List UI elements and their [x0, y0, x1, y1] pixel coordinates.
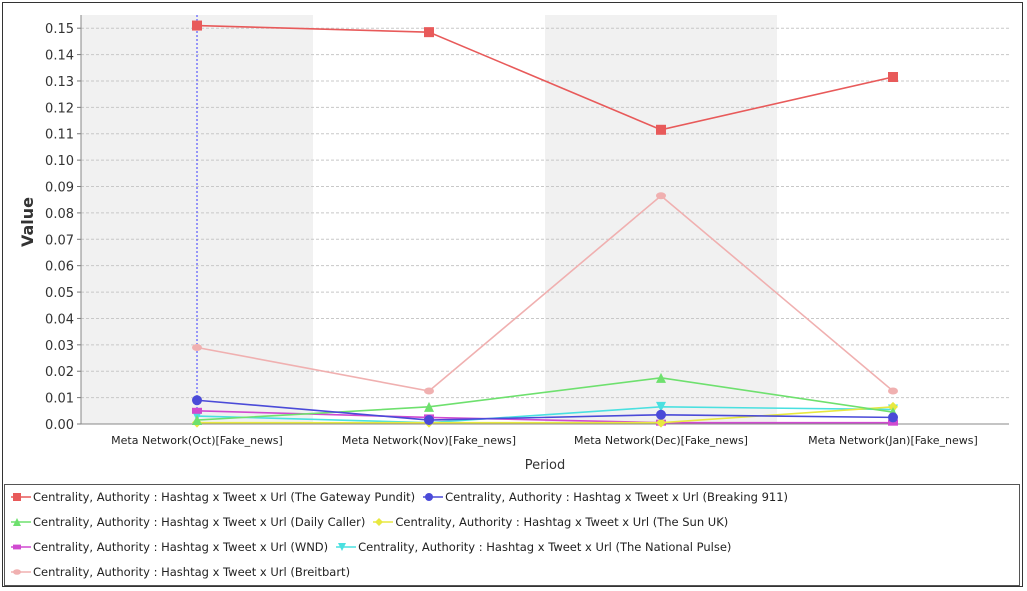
legend-marker-icon [373, 515, 394, 529]
series-line [196, 194, 894, 392]
series [192, 192, 898, 395]
data-point[interactable] [656, 409, 666, 420]
legend-item[interactable]: Centrality, Authority : Hashtag x Tweet … [336, 540, 731, 554]
y-tick-label: 0.13 [45, 75, 74, 90]
data-point[interactable] [192, 407, 202, 414]
data-point[interactable] [192, 395, 202, 406]
y-axis-label: Value [18, 197, 37, 247]
data-point[interactable] [424, 415, 434, 426]
data-point[interactable] [192, 415, 202, 426]
data-point[interactable] [888, 72, 898, 83]
legend-item[interactable]: Centrality, Authority : Hashtag x Tweet … [11, 515, 365, 529]
legend-marker-icon [11, 515, 31, 529]
data-point[interactable] [888, 412, 898, 423]
data-point[interactable] [424, 27, 434, 38]
x-tick-label: Meta Network(Jan)[Fake_news] [808, 434, 978, 447]
data-point[interactable] [424, 401, 434, 412]
y-tick-label: 0.10 [45, 154, 74, 169]
y-tick-label: 0.03 [45, 339, 74, 354]
data-point[interactable] [888, 387, 898, 395]
legend-row: Centrality, Authority : Hashtag x Tweet … [11, 490, 796, 510]
legend-label: Centrality, Authority : Hashtag x Tweet … [445, 490, 789, 504]
y-tick-label: 0.12 [45, 101, 74, 116]
legend-label: Centrality, Authority : Hashtag x Tweet … [33, 490, 416, 504]
y-tick-label: 0.14 [45, 49, 74, 64]
series [192, 20, 898, 135]
data-point[interactable] [424, 387, 434, 395]
data-point[interactable] [656, 417, 666, 428]
legend-item[interactable]: Centrality, Authority : Hashtag x Tweet … [373, 515, 728, 529]
x-axis-label: Period [525, 458, 566, 473]
data-point[interactable] [656, 372, 666, 383]
legend-label: Centrality, Authority : Hashtag x Tweet … [395, 515, 729, 529]
y-tick-label: 0.07 [45, 233, 74, 248]
y-tick-label: 0.15 [45, 22, 74, 37]
legend: Centrality, Authority : Hashtag x Tweet … [4, 484, 1020, 586]
legend-item[interactable]: Centrality, Authority : Hashtag x Tweet … [11, 540, 328, 554]
series-layer [192, 20, 898, 428]
y-tick-label: 0.00 [45, 418, 74, 433]
y-axis-ticks: 0.00 0.01 0.02 0.03 0.04 0.05 0.06 0.07 0.08 0.09… [45, 15, 1009, 433]
data-point[interactable] [656, 401, 666, 412]
series-line [196, 399, 894, 421]
series-line [196, 24, 894, 131]
category-band [545, 15, 777, 424]
legend-label: Centrality, Authority : Hashtag x Tweet … [33, 515, 366, 529]
legend-marker-icon [11, 565, 31, 579]
legend-marker-icon [423, 490, 444, 504]
y-tick-label: 0.01 [45, 392, 74, 407]
data-point[interactable] [192, 20, 202, 31]
y-tick-label: 0.09 [45, 181, 74, 196]
y-tick-label: 0.04 [45, 312, 74, 327]
line-chart: 0.00 0.01 0.02 0.03 0.04 0.05 0.06 0.07 0.08 0.09… [18, 15, 1009, 473]
series-line [196, 377, 894, 421]
legend-row: Centrality, Authority : Hashtag x Tweet … [11, 565, 358, 585]
legend-row: Centrality, Authority : Hashtag x Tweet … [11, 515, 736, 535]
legend-item[interactable]: Centrality, Authority : Hashtag x Tweet … [423, 490, 788, 504]
legend-label: Centrality, Authority : Hashtag x Tweet … [358, 540, 732, 554]
legend-item[interactable]: Centrality, Authority : Hashtag x Tweet … [11, 565, 350, 579]
legend-item[interactable]: Centrality, Authority : Hashtag x Tweet … [11, 490, 415, 504]
legend-marker-icon [336, 540, 357, 554]
x-tick-label: Meta Network(Nov)[Fake_news] [342, 434, 516, 447]
series-line [197, 406, 894, 424]
legend-marker-icon [11, 490, 31, 504]
legend-label: Centrality, Authority : Hashtag x Tweet … [33, 565, 351, 579]
category-bands [81, 15, 1009, 424]
series [192, 395, 898, 426]
data-point[interactable] [888, 419, 898, 426]
x-tick-label: Meta Network(Oct)[Fake_news] [111, 434, 283, 447]
series-line [196, 406, 894, 424]
y-tick-label: 0.11 [45, 128, 74, 143]
legend-row: Centrality, Authority : Hashtag x Tweet … [11, 540, 739, 560]
x-axis-ticks: Meta Network(Oct)[Fake_news] Meta Network… [111, 434, 978, 447]
data-point[interactable] [192, 343, 202, 351]
y-tick-label: 0.06 [45, 260, 74, 275]
legend-label: Centrality, Authority : Hashtag x Tweet … [33, 540, 329, 554]
data-point[interactable] [656, 192, 666, 200]
x-tick-label: Meta Network(Dec)[Fake_news] [574, 434, 748, 447]
legend-marker-icon [11, 540, 31, 554]
y-tick-label: 0.05 [45, 286, 74, 301]
y-tick-label: 0.02 [45, 365, 74, 380]
data-point[interactable] [888, 401, 898, 412]
y-tick-label: 0.08 [45, 207, 74, 222]
data-point[interactable] [656, 124, 666, 135]
